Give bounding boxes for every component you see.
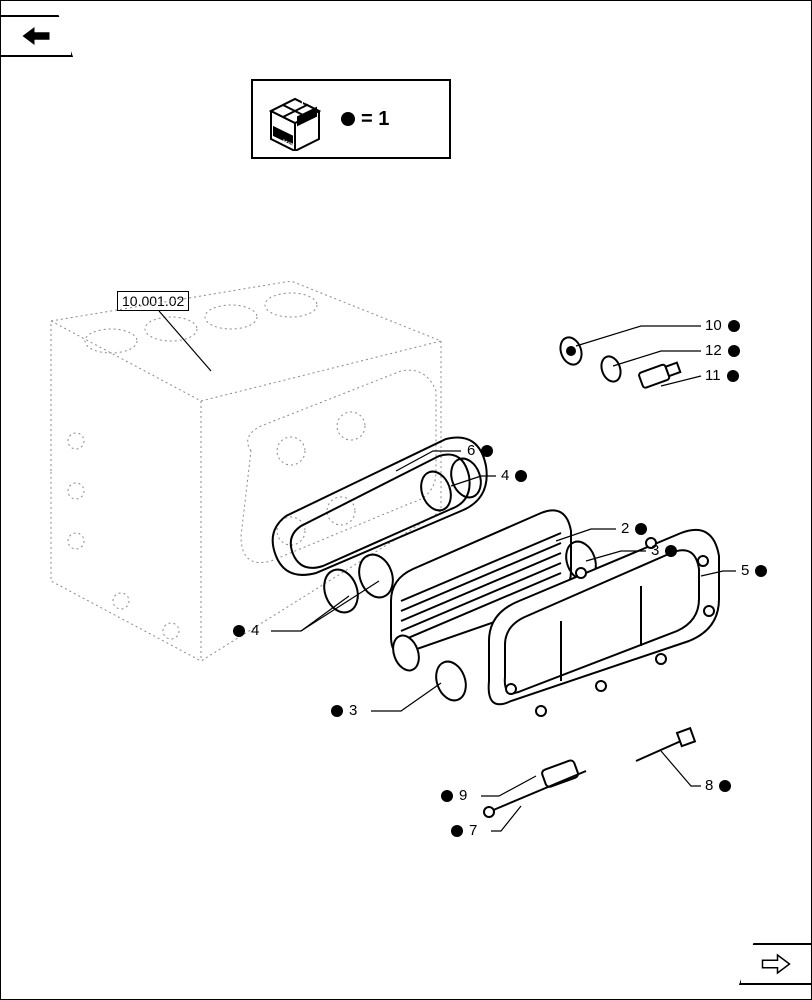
kit-dot-icon — [728, 320, 740, 332]
next-page-tab[interactable] — [739, 943, 811, 985]
callout-6-num: 6 — [467, 442, 475, 459]
kit-box-icon: KIT KIT — [263, 87, 327, 151]
kit-dot-icon — [481, 445, 493, 457]
prev-page-tab[interactable] — [1, 15, 73, 57]
back-arrow-icon — [21, 23, 51, 49]
kit-dot-icon — [728, 345, 740, 357]
forward-arrow-icon — [761, 951, 791, 977]
part-orings-left — [318, 550, 398, 617]
callout-7: 7 — [451, 822, 477, 839]
callout-3a-num: 3 — [651, 542, 659, 559]
callout-10-num: 10 — [705, 317, 722, 334]
callout-10: 10 — [705, 317, 740, 334]
callout-3b-num: 3 — [349, 702, 357, 719]
callout-9: 9 — [441, 787, 467, 804]
callout-3-right: 3 — [651, 542, 677, 559]
callout-4a-num: 4 — [501, 467, 509, 484]
callout-12-num: 12 — [705, 342, 722, 359]
part-oring-lower-left — [431, 657, 471, 704]
kit-dot-icon — [727, 370, 739, 382]
part-upper-fittings — [557, 334, 682, 388]
callout-8: 8 — [705, 777, 731, 794]
kit-equals: = 1 — [341, 108, 389, 131]
kit-dot-icon — [665, 545, 677, 557]
kit-legend: KIT KIT = 1 — [251, 79, 451, 159]
callout-2: 2 — [621, 520, 647, 537]
callout-4-left: 4 — [233, 622, 259, 639]
kit-dot-icon — [719, 780, 731, 792]
callout-3-left: 3 — [331, 702, 357, 719]
exploded-view-illustration — [41, 281, 771, 881]
callout-11: 11 — [705, 367, 739, 384]
callout-4b-num: 4 — [251, 622, 259, 639]
kit-dot-icon — [515, 470, 527, 482]
callout-11-num: 11 — [705, 367, 721, 384]
kit-dot-icon — [441, 790, 453, 802]
callout-2-num: 2 — [621, 520, 629, 537]
kit-dot-icon — [233, 625, 245, 637]
kit-dot-icon — [341, 112, 355, 126]
callout-6: 6 — [467, 442, 493, 459]
callout-5-num: 5 — [741, 562, 749, 579]
kit-dot-icon — [755, 565, 767, 577]
kit-dot-icon — [635, 523, 647, 535]
crankcase-outline — [51, 281, 441, 661]
kit-dot-icon — [331, 705, 343, 717]
callout-5: 5 — [741, 562, 767, 579]
callout-4-upper: 4 — [501, 467, 527, 484]
part-hardware — [484, 728, 695, 817]
kit-dot-icon — [451, 825, 463, 837]
kit-equals-text: = 1 — [361, 108, 389, 131]
callout-7-num: 7 — [469, 822, 477, 839]
page: KIT KIT = 1 10.001.02 — [0, 0, 812, 1000]
callout-12: 12 — [705, 342, 740, 359]
callout-8-num: 8 — [705, 777, 713, 794]
callout-9-num: 9 — [459, 787, 467, 804]
